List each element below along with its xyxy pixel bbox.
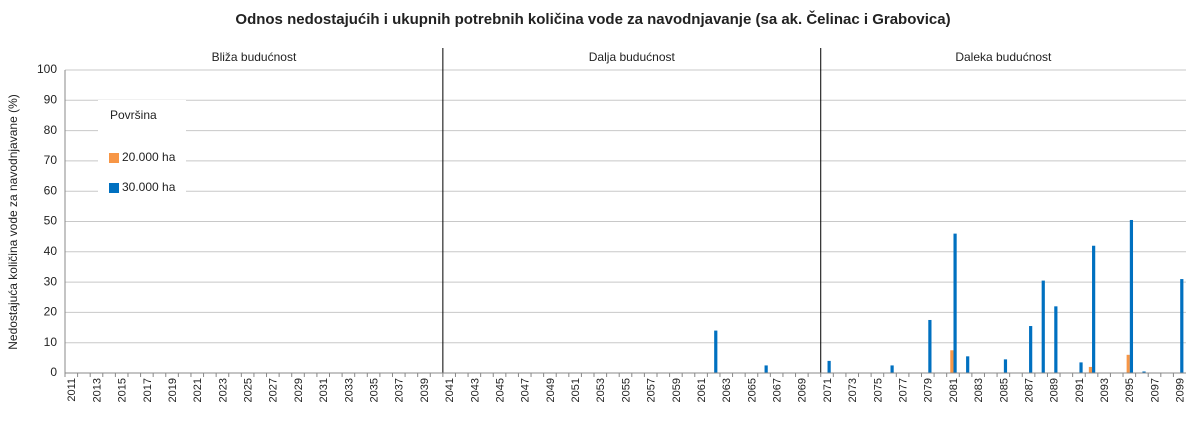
x-tick-label: 2063 <box>721 378 733 402</box>
y-tick-label: 70 <box>44 153 58 167</box>
x-tick-label: 2091 <box>1074 378 1086 402</box>
y-tick-label: 40 <box>44 244 58 258</box>
legend-title: Površina <box>110 108 157 122</box>
x-tick-label: 2049 <box>545 378 557 402</box>
x-tick-label: 2047 <box>520 378 532 402</box>
y-tick-label: 80 <box>44 123 58 137</box>
legend-swatch <box>109 183 119 193</box>
x-tick-label: 2059 <box>671 378 683 402</box>
x-tick-label: 2017 <box>142 378 154 402</box>
y-tick-label: 10 <box>44 335 58 349</box>
bar <box>953 233 957 373</box>
bar <box>1180 279 1184 373</box>
x-tick-label: 2041 <box>444 378 456 402</box>
y-tick-label: 0 <box>50 365 57 379</box>
x-tick-label: 2073 <box>847 378 859 402</box>
x-tick-label: 2013 <box>91 378 103 402</box>
bar <box>1129 219 1134 373</box>
bar <box>1092 245 1096 373</box>
x-tick-label: 2025 <box>243 378 255 402</box>
period-label: Daleka budućnost <box>955 50 1052 64</box>
y-tick-label: 90 <box>44 92 58 106</box>
x-tick-label: 2081 <box>948 378 960 402</box>
bar <box>1029 326 1033 373</box>
x-tick-label: 2065 <box>746 378 758 402</box>
y-tick-label: 30 <box>44 274 58 288</box>
legend-label: 30.000 ha <box>122 180 176 194</box>
x-tick-label: 2089 <box>1049 378 1061 402</box>
x-tick-label: 2021 <box>192 378 204 402</box>
chart-title: Odnos nedostajućih i ukupnih potrebnih k… <box>235 10 950 28</box>
x-tick-label: 2037 <box>394 378 406 402</box>
bar <box>714 330 718 373</box>
bar <box>1041 280 1045 373</box>
x-tick-label: 2055 <box>620 378 632 402</box>
legend-label: 20.000 ha <box>122 150 176 164</box>
bar <box>827 360 831 373</box>
x-tick-label: 2035 <box>368 378 380 402</box>
x-tick-label: 2029 <box>293 378 305 402</box>
period-label: Bliža budućnost <box>212 50 297 64</box>
x-tick-label: 2079 <box>923 378 935 402</box>
bar <box>966 356 970 373</box>
bar <box>950 350 954 373</box>
x-tick-label: 2051 <box>570 378 582 402</box>
y-tick-label: 20 <box>44 305 58 319</box>
x-tick-label: 2087 <box>1023 378 1035 402</box>
bar <box>764 365 768 373</box>
x-tick-label: 2033 <box>343 378 355 402</box>
x-tick-label: 2071 <box>822 378 834 402</box>
legend-swatch <box>109 153 119 163</box>
x-tick-label: 2099 <box>1175 378 1186 402</box>
x-tick-label: 2069 <box>797 378 809 402</box>
y-tick-label: 100 <box>37 62 57 76</box>
x-tick-label: 2093 <box>1099 378 1111 402</box>
x-tick-label: 2011 <box>66 378 78 402</box>
x-tick-label: 2085 <box>998 378 1010 402</box>
bar <box>1126 354 1130 373</box>
x-tick-label: 2039 <box>419 378 431 402</box>
x-tick-label: 2015 <box>117 378 129 402</box>
bar <box>1054 306 1058 373</box>
x-tick-label: 2031 <box>318 378 330 402</box>
x-tick-label: 2057 <box>646 378 658 402</box>
x-tick-label: 2095 <box>1124 378 1136 402</box>
period-label: Dalja budućnost <box>589 50 676 64</box>
bar <box>890 365 894 373</box>
x-tick-label: 2077 <box>898 378 910 402</box>
y-tick-label: 50 <box>44 214 58 228</box>
x-tick-label: 2083 <box>973 378 985 402</box>
x-tick-label: 2097 <box>1149 378 1161 402</box>
x-tick-label: 2019 <box>167 378 179 402</box>
x-tick-label: 2053 <box>595 378 607 402</box>
x-tick-label: 2061 <box>696 378 708 402</box>
y-axis-label: Nedostajuća količina vode za navodnjavan… <box>6 94 20 350</box>
x-tick-label: 2045 <box>494 378 506 402</box>
x-tick-label: 2023 <box>217 378 229 402</box>
x-tick-label: 2043 <box>469 378 481 402</box>
bar <box>1088 366 1093 373</box>
x-tick-label: 2067 <box>772 378 784 402</box>
bar <box>1142 371 1146 373</box>
x-tick-label: 2027 <box>268 378 280 402</box>
bar <box>928 319 932 373</box>
x-tick-label: 2075 <box>872 378 884 402</box>
bar <box>1003 359 1008 373</box>
y-tick-label: 60 <box>44 183 58 197</box>
bar <box>1079 362 1083 373</box>
